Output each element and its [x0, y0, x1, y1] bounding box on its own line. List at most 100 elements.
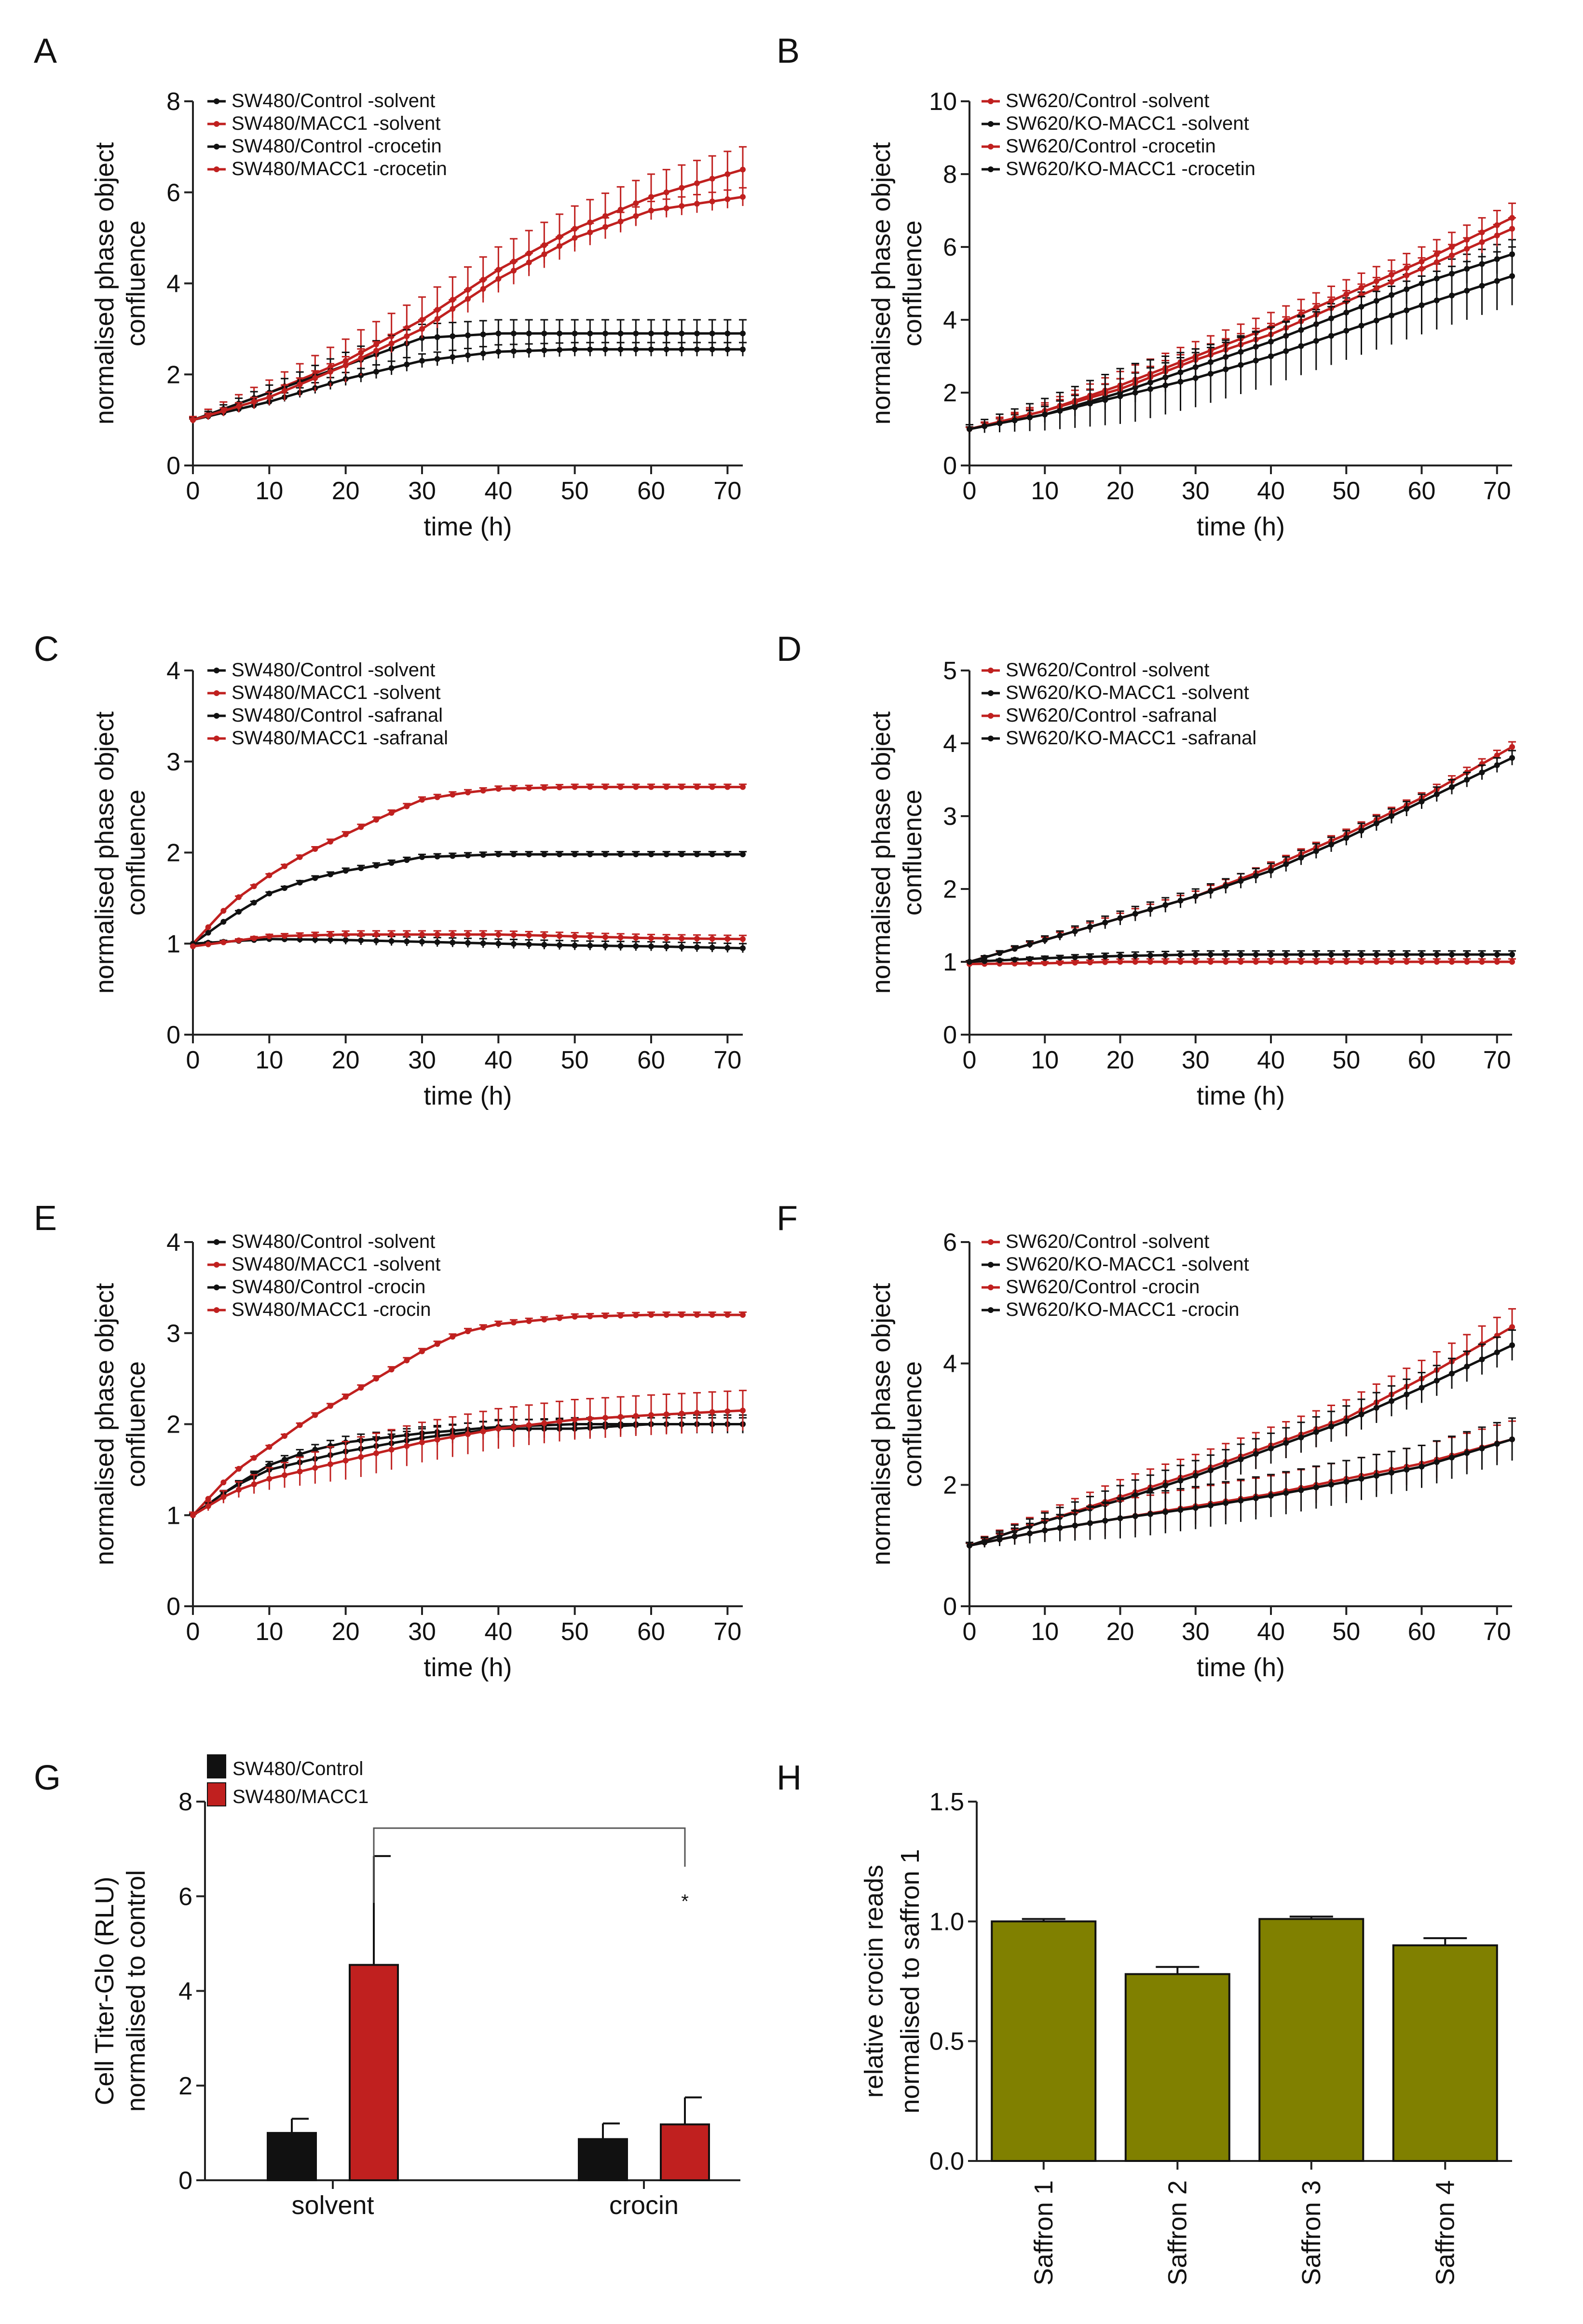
data-point [982, 1539, 988, 1545]
data-point [1011, 417, 1018, 424]
y-axis-title: confluence [122, 220, 150, 346]
data-point [1268, 1492, 1274, 1499]
data-point [740, 851, 746, 858]
x-axis-title: time (h) [423, 512, 512, 541]
data-point [190, 943, 196, 949]
data-point [251, 935, 257, 942]
data-point [1238, 362, 1244, 368]
data-point [679, 346, 685, 353]
data-point [1057, 960, 1063, 966]
data-point [495, 786, 502, 792]
series-line [969, 217, 1513, 430]
series-3 [189, 319, 747, 423]
data-point [1208, 888, 1214, 894]
data-point [526, 1422, 532, 1428]
data-point [1117, 959, 1123, 965]
data-point [709, 198, 715, 205]
legend-marker [988, 736, 994, 741]
data-point [1373, 820, 1379, 827]
data-point [633, 346, 639, 353]
legend-marker [214, 1239, 219, 1245]
data-point [373, 931, 379, 938]
data-point [740, 346, 746, 353]
x-tick-label: 20 [332, 1618, 360, 1646]
data-point [220, 908, 227, 914]
data-point [557, 942, 562, 948]
data-point [1298, 343, 1304, 349]
data-point [602, 1415, 608, 1421]
data-point [205, 1503, 211, 1509]
data-point [220, 1494, 227, 1500]
data-point [724, 330, 731, 337]
data-point [572, 851, 578, 858]
data-point [1464, 1450, 1470, 1456]
bar [349, 1964, 399, 2181]
data-point [572, 1417, 578, 1423]
data-point [541, 932, 547, 939]
data-point [740, 936, 746, 942]
data-point [388, 860, 395, 866]
data-point [996, 950, 1003, 956]
legend-marker [988, 121, 994, 127]
data-point [419, 939, 425, 945]
data-point [465, 789, 471, 795]
data-point [724, 196, 731, 202]
data-point [1419, 266, 1425, 272]
data-point [1192, 1473, 1199, 1479]
data-point [205, 924, 211, 930]
x-tick-label: 70 [1483, 1618, 1511, 1646]
data-point [312, 846, 318, 852]
data-point [1192, 375, 1199, 381]
x-tick-label: 60 [1408, 1618, 1436, 1646]
data-point [419, 1348, 425, 1354]
data-point [572, 933, 578, 940]
data-point [1479, 1356, 1485, 1363]
data-point [1328, 951, 1334, 957]
y-tick-label: 6 [178, 1883, 192, 1911]
y-axis-title: relative crocin reads [860, 1865, 888, 2098]
data-point [342, 931, 349, 938]
data-point [1419, 302, 1425, 308]
data-point [190, 417, 196, 423]
data-point [1283, 1440, 1289, 1446]
data-point [1147, 386, 1153, 392]
data-point [1358, 828, 1365, 834]
data-point [572, 1313, 578, 1320]
legend-label: SW620/KO-MACC1 -crocetin [1006, 158, 1255, 179]
data-point [1343, 835, 1350, 841]
data-point [740, 945, 746, 951]
data-point [1268, 951, 1274, 957]
data-point [480, 350, 486, 356]
data-point [1313, 959, 1319, 965]
y-tick-label: 2 [943, 379, 957, 407]
data-point [526, 932, 532, 938]
data-point [465, 296, 471, 302]
data-point [404, 931, 410, 938]
data-point [982, 423, 988, 429]
data-point [587, 346, 593, 353]
data-point [572, 235, 578, 241]
data-point [967, 1543, 972, 1549]
data-point [1011, 1533, 1018, 1540]
data-point [1042, 937, 1048, 943]
data-point [388, 810, 395, 816]
data-point [967, 426, 972, 432]
data-point [996, 957, 1003, 963]
data-point [358, 937, 364, 943]
data-point [1117, 953, 1123, 959]
data-point [282, 933, 287, 939]
data-point [1238, 959, 1244, 965]
data-point [419, 854, 425, 860]
data-point [1358, 1476, 1365, 1482]
data-point [342, 937, 349, 943]
data-point [633, 330, 639, 337]
data-point [297, 1468, 303, 1475]
data-point [557, 1315, 562, 1321]
data-point [450, 853, 456, 859]
data-point [511, 932, 517, 938]
data-point [1419, 959, 1425, 965]
series-1 [966, 202, 1516, 432]
data-point [526, 260, 532, 266]
data-point [266, 1444, 273, 1450]
y-axis-title: confluence [898, 220, 927, 346]
